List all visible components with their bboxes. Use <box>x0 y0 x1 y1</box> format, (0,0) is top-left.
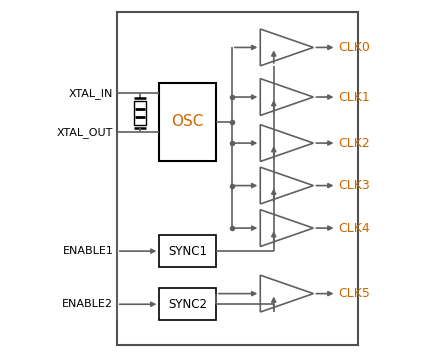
Text: SYNC2: SYNC2 <box>168 298 207 311</box>
Text: XTAL_IN: XTAL_IN <box>69 88 113 99</box>
Text: SYNC1: SYNC1 <box>168 245 207 258</box>
Text: CLK4: CLK4 <box>338 222 370 235</box>
FancyBboxPatch shape <box>159 235 216 267</box>
Text: ENABLE1: ENABLE1 <box>62 246 113 256</box>
Text: OSC: OSC <box>172 114 204 129</box>
FancyBboxPatch shape <box>136 117 144 122</box>
Text: XTAL_OUT: XTAL_OUT <box>57 127 113 138</box>
Text: CLK1: CLK1 <box>338 91 370 104</box>
Text: CLK3: CLK3 <box>338 179 370 192</box>
FancyBboxPatch shape <box>117 12 358 345</box>
FancyBboxPatch shape <box>159 288 216 320</box>
FancyBboxPatch shape <box>159 83 216 161</box>
Text: ENABLE2: ENABLE2 <box>62 299 113 309</box>
Text: CLK5: CLK5 <box>338 287 370 300</box>
FancyBboxPatch shape <box>134 101 146 125</box>
Text: CLK0: CLK0 <box>338 41 370 54</box>
Text: CLK2: CLK2 <box>338 137 370 150</box>
